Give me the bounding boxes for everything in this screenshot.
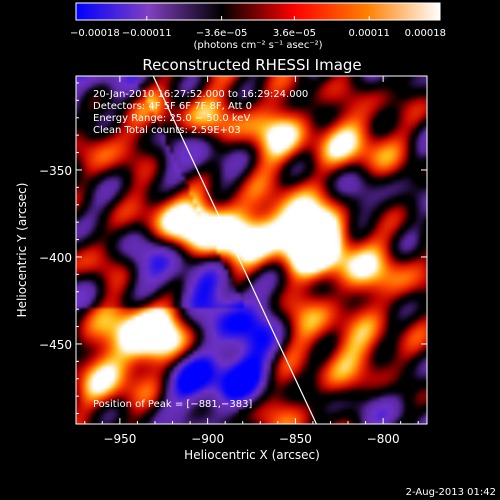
heatmap-image [76, 76, 427, 424]
colorbar-tick-label: −3.6e−05 [196, 28, 248, 39]
info-line-energy: Energy Range: 25.0 − 50.0 keV [93, 113, 250, 124]
y-tick-label: −450 [39, 338, 72, 352]
info-line-detectors: Detectors: 4F 5F 6F 7F 8F, Att 0 [93, 101, 252, 112]
colorbar-tick-label: −0.00011 [122, 28, 172, 39]
colorbar-frame [75, 2, 441, 21]
x-tick-label: −900 [191, 432, 224, 446]
colorbar-tick-label: 0.00011 [349, 28, 390, 39]
x-axis-ticks: −950 −900 −850 −800 [84, 76, 419, 446]
info-block: 20-Jan-2010 16:27:52.000 to 16:29:24.000… [93, 89, 308, 136]
y-axis-ticks: −350 −400 −450 [39, 82, 427, 415]
colorbar-ticks: −0.00018 −0.00011 −3.6e−05 3.6e−05 0.00011 0.… [70, 16, 446, 39]
x-tick-label: −950 [103, 432, 136, 446]
colorbar-tick-label: −0.00018 [70, 28, 120, 39]
info-line-time: 20-Jan-2010 16:27:52.000 to 16:29:24.000 [93, 89, 308, 100]
y-axis-label: Heliocentric Y (arcsec) [15, 183, 29, 318]
footer-timestamp: 2-Aug-2013 01:42 [406, 487, 496, 498]
x-axis-label: Heliocentric X (arcsec) [184, 448, 320, 462]
y-tick-label: −400 [39, 251, 72, 265]
peak-marker [238, 410, 244, 415]
solar-limb-line [152, 76, 317, 424]
y-tick-label: −350 [39, 164, 72, 178]
x-tick-label: −800 [367, 432, 400, 446]
info-line-counts: Clean Total counts: 2.59E+03 [93, 125, 241, 136]
chart-title: Reconstructed RHESSI Image [142, 56, 361, 74]
x-tick-label: −850 [279, 432, 312, 446]
plot-frame [75, 75, 428, 425]
colorbar-tick-label: 3.6e−05 [273, 28, 316, 39]
colorbar-units: (photons cm⁻² s⁻¹ asec⁻²) [193, 40, 322, 51]
colorbar-tick-label: 0.00018 [405, 28, 446, 39]
peak-label: Position of Peak = [−881,−383] [93, 399, 252, 410]
colorbar [76, 3, 440, 20]
